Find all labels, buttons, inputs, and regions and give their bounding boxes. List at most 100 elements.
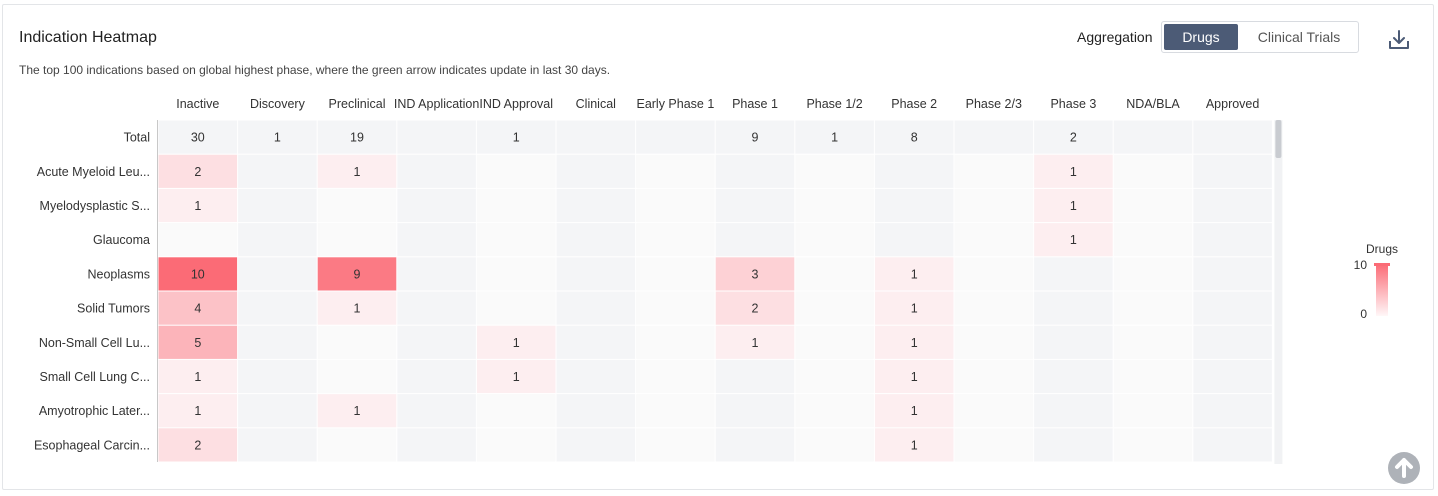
heatmap-cell[interactable] xyxy=(477,428,556,461)
heatmap-cell[interactable] xyxy=(636,360,715,393)
heatmap-cell[interactable] xyxy=(1114,189,1193,222)
heatmap-cell[interactable] xyxy=(716,428,795,461)
heatmap-cell[interactable] xyxy=(557,394,636,427)
heatmap-cell[interactable] xyxy=(477,155,556,188)
heatmap-cell[interactable] xyxy=(795,326,874,359)
heatmap-cell[interactable] xyxy=(238,428,317,461)
heatmap-cell[interactable] xyxy=(1193,428,1272,461)
heatmap-cell[interactable] xyxy=(318,428,397,461)
heatmap-cell[interactable] xyxy=(716,223,795,256)
heatmap-cell[interactable] xyxy=(955,292,1034,325)
heatmap-cell[interactable] xyxy=(1114,292,1193,325)
heatmap-cell[interactable] xyxy=(636,223,715,256)
heatmap-cell[interactable] xyxy=(397,394,476,427)
arrow-up-circle-icon[interactable] xyxy=(1388,452,1420,484)
heatmap-cell[interactable] xyxy=(557,223,636,256)
heatmap-cell[interactable] xyxy=(1034,326,1113,359)
heatmap-cell[interactable] xyxy=(238,394,317,427)
heatmap-cell[interactable] xyxy=(238,223,317,256)
heatmap-cell[interactable] xyxy=(1193,394,1272,427)
heatmap-cell[interactable] xyxy=(795,394,874,427)
heatmap-cell[interactable] xyxy=(795,292,874,325)
heatmap-cell[interactable] xyxy=(1034,428,1113,461)
heatmap-cell[interactable] xyxy=(1193,155,1272,188)
heatmap-cell[interactable] xyxy=(397,428,476,461)
heatmap-cell[interactable] xyxy=(477,394,556,427)
heatmap-cell[interactable] xyxy=(557,155,636,188)
heatmap-cell[interactable] xyxy=(1114,428,1193,461)
heatmap-cell[interactable] xyxy=(955,326,1034,359)
heatmap-cell[interactable] xyxy=(397,257,476,290)
heatmap-cell[interactable] xyxy=(955,428,1034,461)
heatmap-cell[interactable] xyxy=(636,326,715,359)
heatmap-cell[interactable] xyxy=(795,223,874,256)
heatmap-cell[interactable] xyxy=(636,292,715,325)
heatmap-cell[interactable] xyxy=(716,189,795,222)
heatmap-cell[interactable] xyxy=(636,155,715,188)
heatmap-cell[interactable] xyxy=(955,121,1034,154)
heatmap-cell[interactable] xyxy=(238,326,317,359)
heatmap-cell[interactable] xyxy=(397,155,476,188)
heatmap-cell[interactable] xyxy=(955,394,1034,427)
legend-max-marker[interactable] xyxy=(1374,263,1390,266)
heatmap-cell[interactable] xyxy=(1193,292,1272,325)
heatmap-cell[interactable] xyxy=(238,155,317,188)
heatmap-cell[interactable] xyxy=(955,223,1034,256)
heatmap-cell[interactable] xyxy=(397,360,476,393)
heatmap-cell[interactable] xyxy=(557,292,636,325)
heatmap-cell[interactable] xyxy=(318,326,397,359)
heatmap-cell[interactable] xyxy=(557,189,636,222)
heatmap-cell[interactable] xyxy=(1193,326,1272,359)
heatmap-cell[interactable] xyxy=(397,223,476,256)
heatmap-cell[interactable] xyxy=(1193,360,1272,393)
scrollbar-track[interactable] xyxy=(1274,120,1282,464)
heatmap-cell[interactable] xyxy=(716,155,795,188)
heatmap-cell[interactable] xyxy=(955,155,1034,188)
heatmap-cell[interactable] xyxy=(318,189,397,222)
heatmap-cell[interactable] xyxy=(557,360,636,393)
heatmap-cell[interactable] xyxy=(318,223,397,256)
heatmap-cell[interactable] xyxy=(955,360,1034,393)
heatmap-cell[interactable] xyxy=(318,360,397,393)
heatmap-cell[interactable] xyxy=(875,223,954,256)
heatmap-cell[interactable] xyxy=(1114,360,1193,393)
heatmap-cell[interactable] xyxy=(1034,257,1113,290)
heatmap-cell[interactable] xyxy=(238,189,317,222)
heatmap-cell[interactable] xyxy=(1034,394,1113,427)
heatmap-cell[interactable] xyxy=(636,394,715,427)
heatmap-cell[interactable] xyxy=(875,189,954,222)
heatmap-cell[interactable] xyxy=(477,223,556,256)
heatmap-cell[interactable] xyxy=(238,257,317,290)
heatmap-cell[interactable] xyxy=(636,257,715,290)
heatmap-cell[interactable] xyxy=(795,155,874,188)
heatmap-cell[interactable] xyxy=(557,428,636,461)
scrollbar-thumb[interactable] xyxy=(1275,120,1281,158)
heatmap-cell[interactable] xyxy=(716,360,795,393)
heatmap-cell[interactable] xyxy=(1114,223,1193,256)
heatmap-cell[interactable] xyxy=(795,428,874,461)
heatmap-cell[interactable] xyxy=(557,257,636,290)
heatmap-cell[interactable] xyxy=(397,189,476,222)
heatmap-cell[interactable] xyxy=(1193,257,1272,290)
heatmap-cell[interactable] xyxy=(1114,121,1193,154)
heatmap-cell[interactable] xyxy=(955,189,1034,222)
heatmap-cell[interactable] xyxy=(397,121,476,154)
heatmap-cell[interactable] xyxy=(795,360,874,393)
heatmap-cell[interactable] xyxy=(1114,155,1193,188)
heatmap-cell[interactable] xyxy=(477,292,556,325)
heatmap-cell[interactable] xyxy=(1114,257,1193,290)
heatmap-cell[interactable] xyxy=(636,189,715,222)
heatmap-cell[interactable] xyxy=(716,394,795,427)
heatmap-cell[interactable] xyxy=(875,155,954,188)
heatmap-cell[interactable] xyxy=(477,189,556,222)
heatmap-cell[interactable] xyxy=(1193,189,1272,222)
heatmap-cell[interactable] xyxy=(795,189,874,222)
heatmap-cell[interactable] xyxy=(795,257,874,290)
heatmap-cell[interactable] xyxy=(955,257,1034,290)
heatmap-cell[interactable] xyxy=(557,326,636,359)
heatmap-cell[interactable] xyxy=(636,428,715,461)
heatmap-cell[interactable] xyxy=(238,360,317,393)
heatmap-cell[interactable] xyxy=(397,292,476,325)
heatmap-cell[interactable] xyxy=(1193,223,1272,256)
heatmap-cell[interactable] xyxy=(159,223,238,256)
